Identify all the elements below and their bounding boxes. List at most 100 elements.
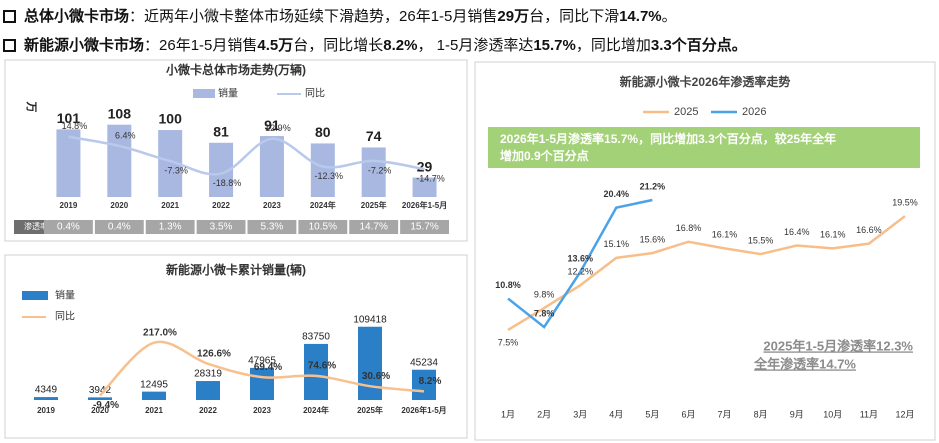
bar	[34, 397, 58, 400]
bar	[259, 136, 284, 197]
yoy-line	[68, 135, 425, 176]
yoy-label: 74.6%	[308, 361, 336, 372]
point-label: 15.6%	[640, 234, 666, 244]
x-tick-label: 2025年	[361, 200, 387, 210]
yoy-label: 6.4%	[115, 130, 136, 140]
bar-value-label: 4349	[35, 385, 58, 396]
bar	[361, 147, 386, 197]
legend-label: 2025	[674, 106, 698, 118]
bar-value-label: 91	[264, 117, 280, 133]
point-label: 13.6%	[567, 253, 593, 263]
x-tick-label: 5月	[645, 409, 659, 419]
header-segment: 总体小微卡市场	[24, 7, 129, 25]
x-tick-label: 2024年	[303, 405, 329, 415]
penetration-cell	[298, 220, 348, 234]
x-tick-label: 6月	[681, 409, 695, 419]
bar	[88, 397, 112, 400]
yoy-label: -7.2%	[368, 165, 392, 175]
point-label: 20.4%	[604, 189, 630, 199]
point-label: 12.2%	[567, 267, 593, 277]
bar-value-label: 101	[57, 110, 81, 126]
bar-value-label: 83750	[302, 332, 330, 343]
x-tick-label: 2019	[60, 201, 78, 210]
x-tick-label: 7月	[718, 409, 732, 419]
panel	[474, 61, 936, 441]
chart-title: 新能源小微卡累计销量(辆)	[166, 262, 306, 277]
header-segment: ：26年1-5月销售	[144, 37, 257, 54]
penetration-value: 1.3%	[159, 222, 182, 233]
yoy-label: 217.0%	[143, 327, 177, 338]
penetration-value: 0.4%	[57, 222, 80, 233]
header-line: 总体小微卡市场：近两年小微卡整体市场延续下滑趋势，26年1-5月销售29万台，同…	[24, 7, 677, 25]
x-tick-label: 2021	[161, 201, 179, 210]
penetration-cell	[349, 220, 399, 234]
x-tick-label: 8月	[754, 409, 768, 419]
bullet	[3, 10, 16, 23]
bar-value-label: 47965	[248, 356, 276, 367]
bar	[310, 143, 335, 197]
point-label: 16.8%	[676, 223, 702, 233]
series-line	[507, 198, 653, 329]
penetration-cell	[44, 220, 93, 234]
x-tick-label: 2020	[91, 406, 109, 415]
bar	[196, 381, 220, 400]
penetration-value: 14.7%	[360, 222, 388, 233]
x-tick-label: 10月	[823, 409, 842, 419]
yoy-label: -7.3%	[164, 165, 188, 175]
x-tick-label: 11月	[860, 409, 878, 419]
header-segment: 。	[662, 8, 677, 25]
x-tick-label: 2025年	[357, 405, 383, 415]
penetration-cell	[94, 220, 144, 234]
header-segment: 3.3个百分点。	[651, 36, 747, 54]
penetration-value: 3.5%	[210, 222, 233, 233]
chart-title: 小微卡总体市场走势(万辆)	[166, 62, 306, 77]
point-label: 15.1%	[604, 239, 630, 249]
yoy-label: -9.4%	[93, 400, 119, 411]
penetration-cell	[247, 220, 297, 234]
bar	[142, 391, 166, 400]
header-segment: 8.2%	[383, 37, 417, 54]
point-label: 16.1%	[820, 230, 846, 240]
header-segment: 4.5万	[257, 37, 293, 54]
penetration-value: 15.7%	[410, 222, 438, 233]
header-segment: ，同比增加	[576, 37, 651, 54]
yoy-label: 8.2%	[419, 376, 442, 387]
x-tick-label: 3月	[573, 409, 587, 419]
point-label: 16.4%	[784, 227, 810, 237]
yoy-label: -14.7%	[416, 174, 445, 184]
callout-box	[488, 127, 920, 168]
penetration-header: 渗透率	[24, 221, 48, 231]
bar	[412, 177, 437, 197]
callout-text: 2026年1-5月渗透率15.7%，同比增加3.3个百分点，较25年全年	[500, 131, 836, 146]
bar	[358, 326, 382, 400]
yoy-label: 126.6%	[197, 348, 231, 359]
bar-value-label: 108	[108, 105, 132, 121]
header-line: 新能源小微卡市场：26年1-5月销售4.5万台，同比增长8.2%， 1-5月渗透…	[24, 36, 747, 54]
header-segment: 新能源小微卡市场	[24, 36, 144, 54]
header-segment: 台，同比下滑	[529, 8, 619, 25]
y-axis-label: 万	[25, 101, 38, 113]
bar	[107, 124, 132, 197]
panel	[4, 59, 468, 242]
point-label: 10.8%	[495, 280, 521, 290]
bar-value-label: 29	[417, 158, 433, 174]
x-tick-label: 2022	[212, 201, 230, 210]
legend-label: 同比	[305, 88, 325, 100]
yoy-label: -18.8%	[213, 178, 242, 188]
legend-label: 销量	[218, 87, 238, 100]
series-line	[507, 215, 906, 331]
legend-label: 2026	[742, 106, 766, 118]
point-label: 16.6%	[856, 225, 882, 235]
bar-value-label: 3942	[89, 385, 112, 396]
yoy-label: 69.4%	[254, 362, 282, 373]
header-segment: 14.7%	[619, 8, 662, 25]
bar-value-label: 12495	[140, 379, 168, 390]
bar-value-label: 45234	[410, 357, 438, 368]
x-tick-label: 2020	[110, 201, 128, 210]
x-tick-label: 9月	[790, 409, 804, 419]
point-label: 15.5%	[748, 235, 774, 245]
header-segment: ：近两年小微卡整体市场延续下滑趋势，26年1-5月销售	[129, 8, 497, 25]
bar	[250, 367, 274, 400]
bar-value-label: 81	[213, 123, 229, 139]
